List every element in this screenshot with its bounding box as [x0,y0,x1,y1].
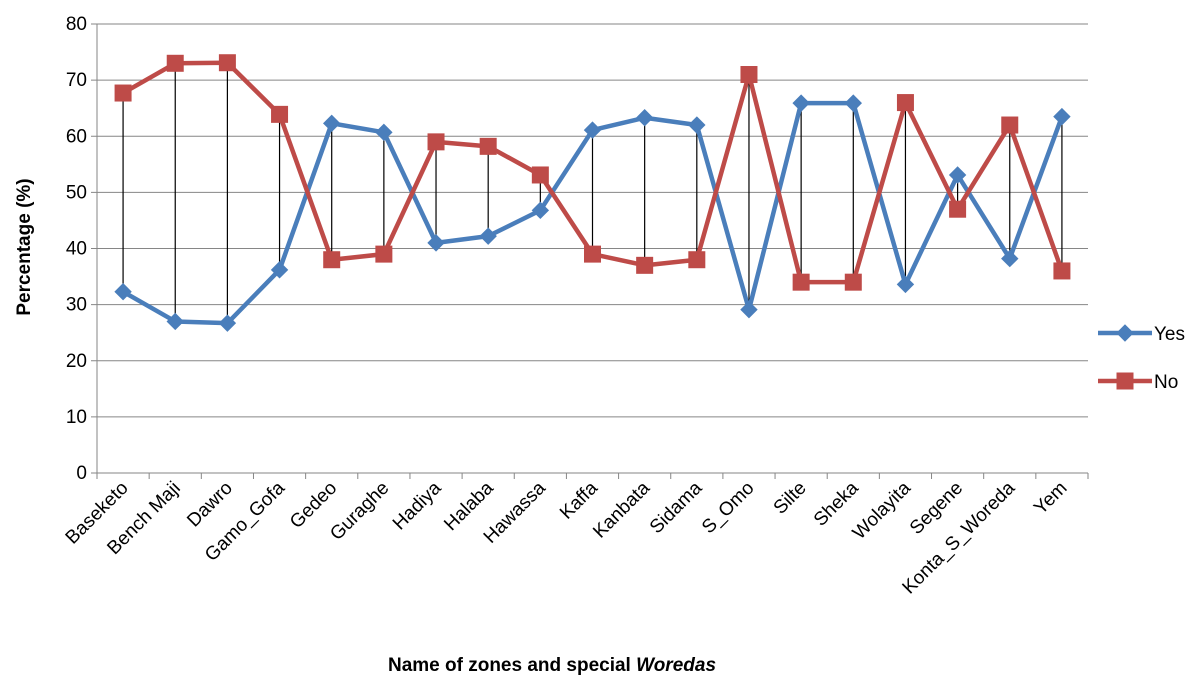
data-point-yes [844,94,862,112]
data-point-no [636,256,654,274]
data-point-no [375,245,393,263]
data-point-yes [218,314,237,332]
data-point-no [844,273,862,291]
high-low-lines [122,62,1063,324]
data-point-yes [948,166,967,184]
y-tick-label: 30 [66,295,87,316]
x-tick-label: Kaffa [556,477,602,523]
y-tick-label: 0 [76,463,87,484]
data-point-yes [375,123,393,142]
x-tick-label: S_Omo [698,478,758,538]
y-tick-label: 80 [66,14,87,35]
data-point-yes [688,116,706,134]
legend-label-yes: Yes [1154,324,1185,345]
data-point-no [271,105,289,123]
data-point-no [323,251,341,269]
x-axis-title: Name of zones and special Woredas [388,655,716,676]
data-point-yes [114,283,132,301]
data-point-yes [531,201,550,220]
data-point-yes [583,121,602,139]
data-point-yes [166,312,184,331]
x-tick-label: Hadiya [389,477,446,534]
data-point-no [218,54,236,72]
data-point-no [479,137,497,155]
series-markers [114,54,1071,332]
data-point-yes [270,261,289,279]
data-point-no [584,245,601,263]
x-tick-label: Silte [770,478,811,519]
x-tick-label: Kanbata [589,477,654,542]
legend: Yes No [1098,324,1185,393]
data-point-yes [323,114,341,133]
data-point-no [896,94,914,112]
y-tick-label: 10 [66,407,87,428]
data-point-no [688,251,706,269]
legend-label-no: No [1154,372,1178,393]
legend-marker-yes [1116,324,1134,342]
data-point-no [1001,116,1019,134]
x-tick-label: Yem [1030,478,1071,519]
data-point-yes [427,234,445,252]
y-tick-label: 50 [66,182,87,203]
data-point-yes [635,109,654,127]
data-point-no [166,54,184,72]
data-point-no [531,166,549,184]
y-axis: 0 10 20 30 40 50 60 70 80 [66,14,98,484]
data-point-no [740,66,758,84]
data-point-yes [1001,249,1019,268]
y-tick-label: 40 [66,239,87,260]
y-tick-label: 60 [66,126,87,147]
data-point-no [114,84,132,102]
data-point-yes [792,94,810,112]
data-point-no [1053,262,1071,280]
data-point-no [792,273,810,291]
legend-marker-no [1116,372,1134,390]
x-tick-label: Sidama [646,477,707,538]
x-axis-title-prefix: Name of zones and special [388,655,636,676]
x-axis-title-italic: Woredas [636,655,716,676]
x-tick-label: Wolayita [849,477,915,543]
data-point-yes [1053,107,1071,126]
data-point-no [427,133,445,151]
y-tick-label: 20 [66,351,87,372]
data-point-yes [896,275,915,294]
data-point-yes [740,300,758,319]
data-point-yes [479,227,497,245]
data-point-no [949,200,967,218]
y-axis-title: Percentage (%) [14,178,35,315]
y-tick-label: 70 [66,70,87,91]
